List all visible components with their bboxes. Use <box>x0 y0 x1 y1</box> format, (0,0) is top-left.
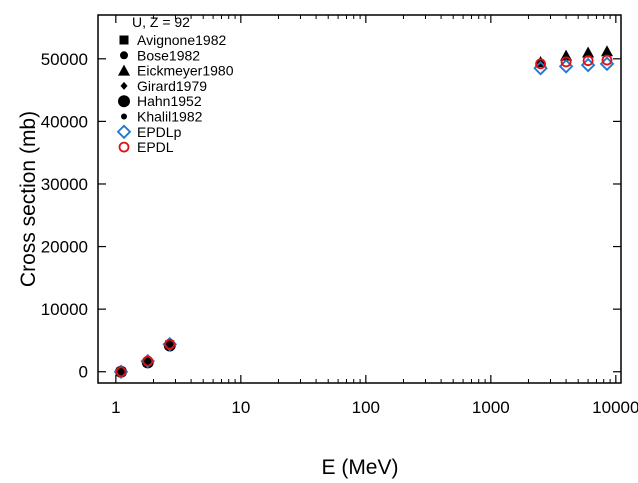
legend-label: Khalil1982 <box>137 109 203 125</box>
x-tick-label: 1 <box>111 398 120 417</box>
legend-marker <box>121 114 127 120</box>
y-tick-label: 10000 <box>41 300 88 319</box>
legend-label: EPDLp <box>137 124 182 140</box>
y-axis-title: Cross section (mb) <box>17 111 40 287</box>
legend-marker <box>121 82 128 90</box>
legend-marker <box>118 65 130 76</box>
legend-label: EPDL <box>137 139 174 155</box>
x-tick-label: 10 <box>231 398 250 417</box>
legend-title: U, Z = 92 <box>132 14 190 30</box>
legend-label: Girard1979 <box>137 78 207 94</box>
legend-marker <box>120 36 129 45</box>
legend-marker <box>118 126 130 138</box>
legend: U, Z = 92 Avignone1982Bose1982Eickmeyer19… <box>118 14 234 155</box>
y-tick-label: 50000 <box>41 50 88 69</box>
data-point <box>601 45 613 56</box>
legend-label: Eickmeyer1980 <box>137 63 234 79</box>
legend-marker <box>120 143 129 152</box>
data-point <box>118 369 124 375</box>
legend-marker <box>118 95 130 107</box>
legend-label: Bose1982 <box>137 47 200 63</box>
x-tick-label: 100 <box>352 398 380 417</box>
x-tick-label: 10000 <box>592 398 638 417</box>
legend-label: Hahn1952 <box>137 93 202 109</box>
y-tick-label: 30000 <box>41 175 88 194</box>
y-tick-label: 40000 <box>41 112 88 131</box>
x-axis-title: E (MeV) <box>321 456 398 479</box>
legend-label: Avignone1982 <box>137 32 226 48</box>
x-tick-label: 1000 <box>472 398 510 417</box>
data-point <box>167 341 173 347</box>
axis-ticks: 1 10 100 1000 10000 0 10000 20000 30000 40000 5000… <box>41 15 638 417</box>
y-tick-label: 20000 <box>41 238 88 257</box>
y-tick-label: 0 <box>79 363 88 382</box>
legend-marker <box>120 51 128 59</box>
